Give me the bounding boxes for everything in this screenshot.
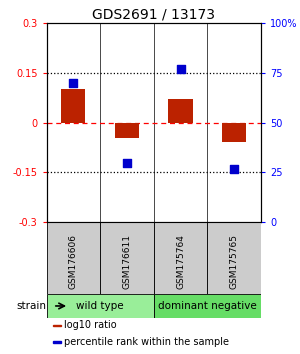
Text: wild type: wild type: [76, 301, 124, 311]
Text: dominant negative: dominant negative: [158, 301, 257, 311]
Text: percentile rank within the sample: percentile rank within the sample: [64, 337, 229, 347]
Point: [178, 66, 183, 72]
Bar: [46, 293, 154, 319]
Point: [71, 80, 76, 86]
Text: log10 ratio: log10 ratio: [64, 320, 116, 331]
Bar: [46, 222, 100, 293]
Bar: [207, 222, 261, 293]
Text: strain: strain: [16, 301, 46, 311]
Bar: [154, 222, 207, 293]
Text: GSM176606: GSM176606: [69, 234, 78, 289]
Bar: [169, 99, 193, 123]
Bar: [222, 123, 246, 142]
Text: GSM176611: GSM176611: [122, 234, 131, 289]
Bar: [100, 222, 154, 293]
Bar: [53, 341, 61, 343]
Bar: [154, 293, 261, 319]
Bar: [53, 325, 61, 326]
Text: GSM175765: GSM175765: [230, 234, 239, 289]
Bar: [115, 123, 139, 138]
Point: [232, 166, 237, 171]
Bar: [61, 90, 86, 123]
Text: GSM175764: GSM175764: [176, 234, 185, 289]
Title: GDS2691 / 13173: GDS2691 / 13173: [92, 8, 215, 22]
Point: [124, 160, 129, 165]
